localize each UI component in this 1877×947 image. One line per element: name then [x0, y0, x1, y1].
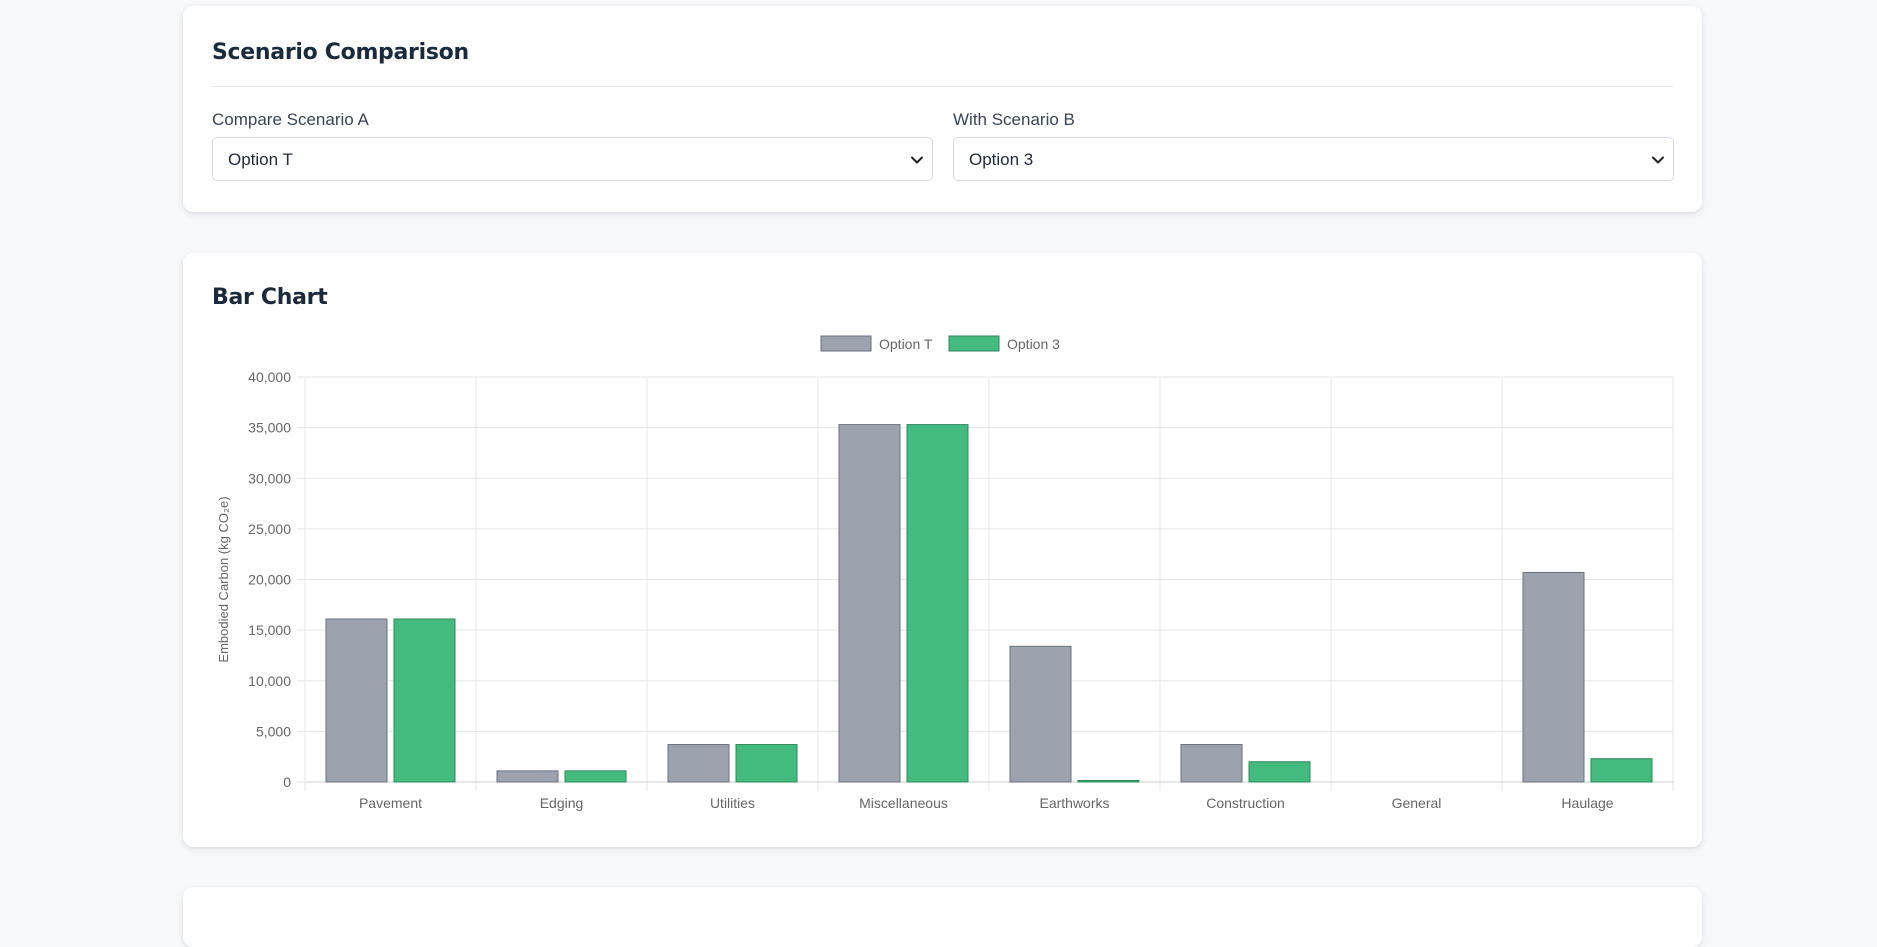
y-axis-title: Embodied Carbon (kg CO₂e)	[216, 496, 231, 662]
comparison-title: Scenario Comparison	[212, 40, 469, 65]
y-tick-label: 0	[283, 774, 291, 790]
x-tick-label: Haulage	[1561, 795, 1613, 811]
bar-option-3	[906, 424, 969, 783]
bar-option-3	[735, 744, 798, 783]
y-tick-label: 30,000	[248, 470, 291, 486]
y-tick-label: 10,000	[248, 673, 291, 689]
legend-label: Option 3	[1007, 336, 1060, 352]
bar-option-t	[1009, 645, 1072, 783]
scenario-a-select[interactable]: Option T	[212, 137, 933, 181]
x-tick-label: Miscellaneous	[859, 795, 948, 811]
x-tick-label: General	[1392, 795, 1442, 811]
y-tick-label: 15,000	[248, 622, 291, 638]
bar-chart-card: Bar Chart 0 5,000 10,000 15,000 20,000 25,000…	[183, 253, 1702, 847]
y-tick-label: 40,000	[248, 369, 291, 385]
legend-swatch	[820, 335, 872, 352]
x-tick-label: Edging	[540, 795, 584, 811]
chevron-down-icon	[1652, 156, 1664, 164]
x-tick-label: Utilities	[710, 795, 755, 811]
bar-option-3	[1248, 761, 1311, 783]
scenario-a-label: Compare Scenario A	[212, 110, 369, 129]
y-tick-label: 20,000	[248, 572, 291, 588]
next-card	[183, 887, 1702, 947]
bar-option-t	[667, 744, 730, 783]
bar-option-3	[1590, 758, 1653, 783]
chevron-down-icon	[911, 156, 923, 164]
scenario-a-value: Option T	[228, 150, 293, 169]
bar-option-t	[496, 770, 559, 783]
scenario-b-label: With Scenario B	[953, 110, 1075, 129]
bar-option-3	[1077, 779, 1140, 783]
scenario-b-select[interactable]: Option 3	[953, 137, 1674, 181]
bar-option-t	[325, 618, 388, 783]
x-tick-label: Pavement	[359, 795, 422, 811]
scenario-comparison-card: Scenario Comparison Compare Scenario A O…	[183, 6, 1702, 212]
legend-swatch	[948, 335, 1000, 352]
bar-option-3	[393, 618, 456, 783]
x-tick-label: Earthworks	[1039, 795, 1109, 811]
bar-chart: 0 5,000 10,000 15,000 20,000 25,000 30,000 35,0…	[216, 335, 1674, 811]
legend-label: Option T	[879, 336, 933, 352]
chart-card-title: Bar Chart	[212, 285, 328, 310]
y-tick-label: 25,000	[248, 521, 291, 537]
x-tick-label: Construction	[1206, 795, 1285, 811]
y-tick-label: 5,000	[256, 723, 291, 739]
scenario-b-value: Option 3	[969, 150, 1034, 169]
bar-option-t	[838, 424, 901, 783]
bar-option-t	[1522, 571, 1585, 783]
y-tick-label: 35,000	[248, 420, 291, 436]
bar-option-t	[1180, 744, 1243, 783]
divider	[212, 86, 1673, 87]
bar-option-3	[564, 770, 627, 783]
